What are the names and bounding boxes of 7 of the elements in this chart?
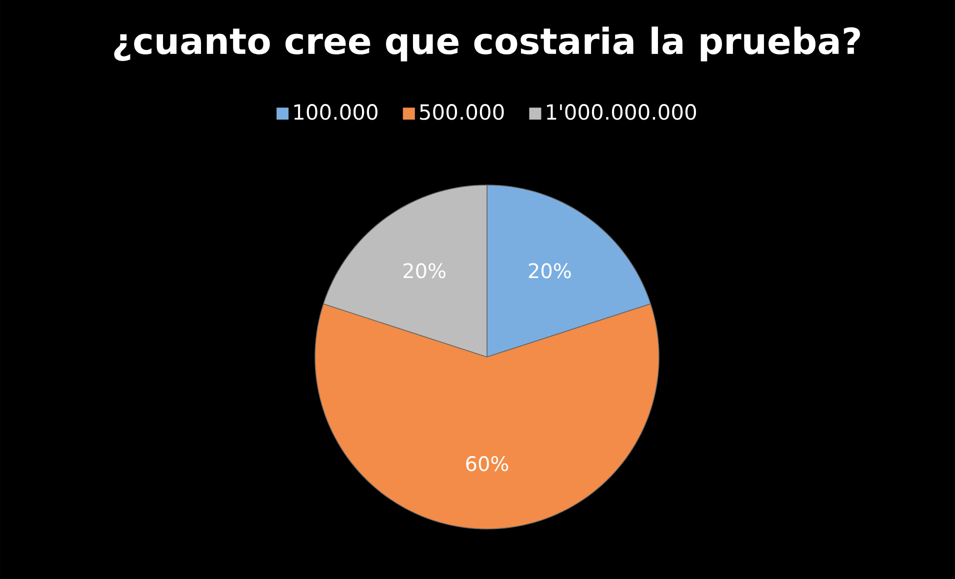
data-label: 20%: [528, 263, 571, 278]
data-label: 60%: [466, 456, 508, 472]
legend-label: 500.000: [420, 104, 504, 120]
legend-label: 100.000: [294, 104, 378, 120]
chart-title: ¿cuanto cree que costaria la prueba?: [114, 26, 860, 62]
data-label: 20%: [404, 263, 446, 278]
legend-label: 1'000.000.000: [547, 104, 696, 120]
